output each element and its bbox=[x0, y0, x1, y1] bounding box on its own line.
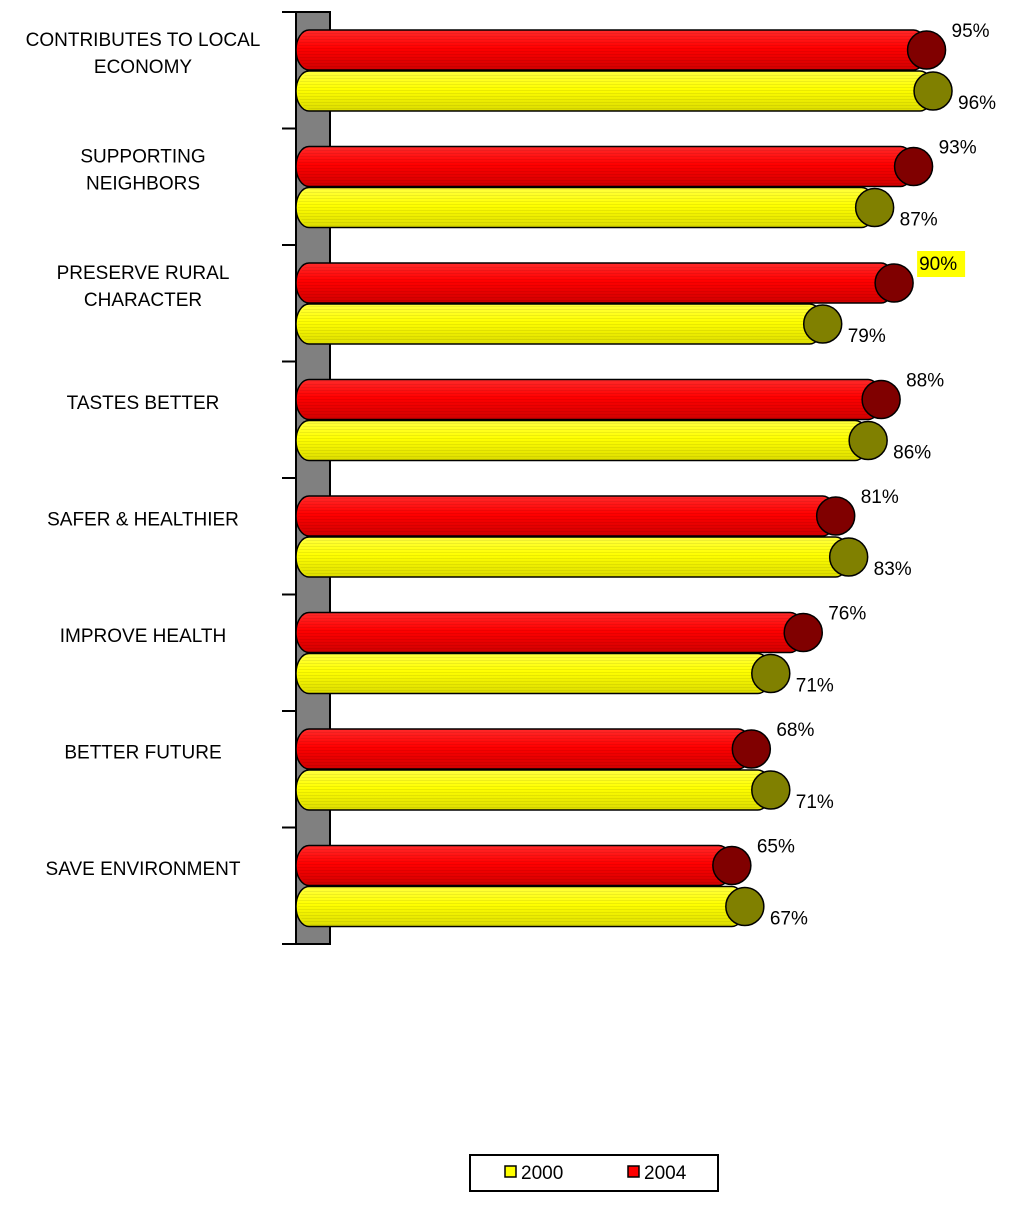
legend-label: 2000 bbox=[521, 1163, 563, 1184]
value-label-2004: 88% bbox=[906, 371, 944, 392]
category-label: SAFER & HEALTHIER bbox=[47, 509, 239, 530]
bar-shading bbox=[298, 847, 730, 884]
category-label: SAVE ENVIRONMENT bbox=[46, 859, 241, 880]
value-label-2000: 87% bbox=[900, 210, 938, 231]
category-label: PRESERVE RURAL bbox=[57, 263, 230, 284]
category-label: CHARACTER bbox=[84, 290, 202, 311]
bar-shading bbox=[298, 189, 873, 226]
bar-shading bbox=[298, 148, 912, 185]
value-label-2004: 90% bbox=[919, 254, 957, 275]
value-label-2004: 81% bbox=[861, 487, 899, 508]
value-label-2000: 79% bbox=[848, 326, 886, 347]
bar-cap-2000 bbox=[828, 537, 869, 577]
bars bbox=[295, 29, 953, 928]
category-label: IMPROVE HEALTH bbox=[60, 626, 226, 647]
bar-shading bbox=[298, 73, 932, 109]
bar-cap-2004 bbox=[893, 146, 934, 187]
bar-shading bbox=[298, 265, 893, 301]
bar-shading bbox=[298, 888, 743, 925]
bar-shading bbox=[298, 539, 847, 575]
bar-cap-2004 bbox=[731, 729, 772, 769]
category-label: NEIGHBORS bbox=[86, 173, 200, 194]
bar-cap-2004 bbox=[906, 30, 947, 70]
legend-swatch bbox=[627, 1165, 640, 1178]
value-label-2004: 95% bbox=[952, 21, 990, 42]
bar-shading bbox=[298, 731, 750, 767]
bar-cap-2000 bbox=[848, 420, 888, 461]
category-label: BETTER FUTURE bbox=[64, 742, 221, 763]
legend: 2000 2004 bbox=[469, 1154, 719, 1192]
labels: CONTRIBUTES TO LOCAL ECONOMY 95% 96% SUPPORT… bbox=[26, 21, 997, 930]
bar-shading bbox=[298, 614, 802, 651]
bar-cap-2004 bbox=[783, 612, 823, 653]
bar-shading bbox=[298, 422, 867, 459]
value-label-2004: 65% bbox=[757, 837, 795, 858]
bar-cap-2000 bbox=[725, 886, 765, 927]
value-label-2000: 71% bbox=[796, 676, 834, 697]
value-label-2000: 83% bbox=[874, 559, 912, 580]
category-label: TASTES BETTER bbox=[67, 393, 220, 414]
value-label-2000: 71% bbox=[796, 792, 834, 813]
bar-shading bbox=[298, 498, 834, 534]
bar-cap-2004 bbox=[712, 845, 752, 886]
value-label-2000: 67% bbox=[770, 909, 808, 930]
highlight-box bbox=[917, 251, 966, 277]
category-label: ECONOMY bbox=[94, 57, 193, 78]
bar-cap-2000 bbox=[913, 71, 953, 111]
bar-cap-2000 bbox=[802, 304, 843, 344]
value-label-2004: 76% bbox=[828, 604, 866, 625]
bar-cap-2004 bbox=[815, 496, 856, 536]
bar-cap-2004 bbox=[874, 263, 914, 303]
value-label-2004: 93% bbox=[939, 138, 977, 159]
bar-cap-2004 bbox=[861, 379, 901, 420]
value-label-2000: 86% bbox=[893, 443, 931, 464]
category-label: SUPPORTING bbox=[80, 146, 205, 167]
bar-cap-2000 bbox=[751, 653, 791, 694]
legend-swatch bbox=[504, 1165, 517, 1178]
value-label-2004: 68% bbox=[776, 720, 814, 741]
bar-cap-2000 bbox=[751, 770, 791, 810]
bar-shading bbox=[298, 772, 769, 808]
bar-shading bbox=[298, 32, 925, 68]
value-label-2000: 96% bbox=[958, 93, 996, 114]
bar-shading bbox=[298, 655, 769, 692]
category-label: CONTRIBUTES TO LOCAL bbox=[26, 30, 261, 51]
legend-label: 2004 bbox=[644, 1163, 687, 1184]
bar-shading bbox=[298, 381, 880, 418]
bar-cap-2000 bbox=[854, 187, 895, 228]
bar-shading bbox=[298, 306, 821, 342]
